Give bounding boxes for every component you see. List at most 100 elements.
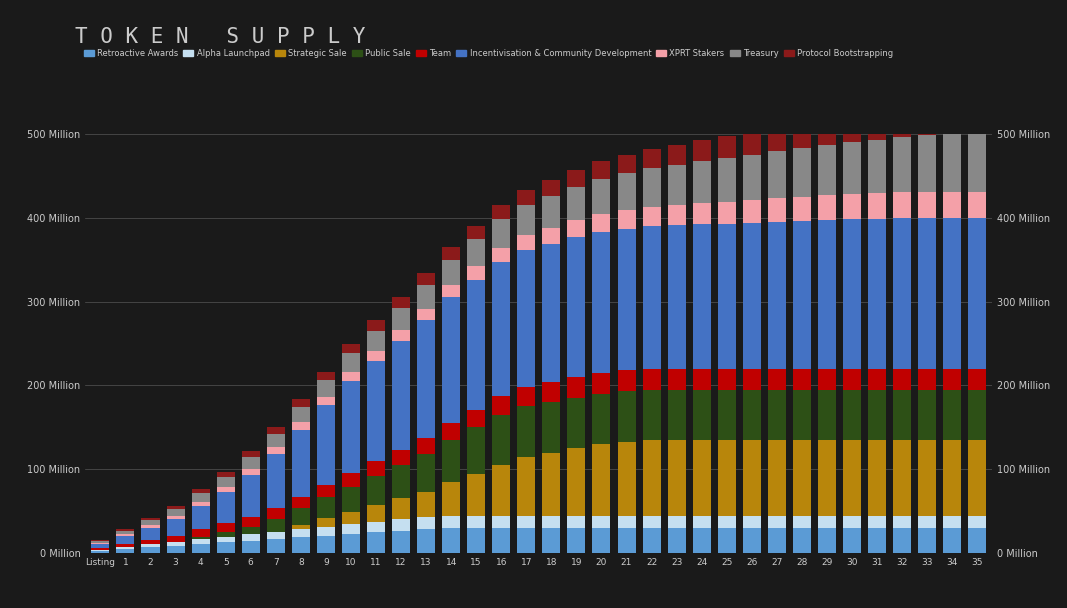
Bar (291, 407, 309, 422)
Bar (317, 519, 335, 527)
Bar (642, 149, 660, 168)
Bar (492, 396, 510, 415)
Bar (642, 528, 660, 553)
Bar (417, 517, 435, 529)
Bar (918, 218, 936, 368)
Bar (192, 493, 209, 502)
Bar (668, 225, 686, 368)
Bar (843, 194, 861, 219)
Bar (793, 390, 811, 440)
Bar (843, 528, 861, 553)
Bar (943, 218, 961, 368)
Bar (417, 529, 435, 553)
Bar (217, 523, 235, 532)
Bar (568, 170, 586, 187)
Bar (718, 390, 736, 440)
Bar (642, 440, 660, 516)
Bar (968, 218, 986, 368)
Bar (968, 134, 986, 193)
Bar (592, 394, 610, 444)
Bar (92, 544, 110, 548)
Bar (367, 361, 385, 461)
Bar (768, 128, 786, 151)
Bar (341, 486, 360, 512)
Bar (943, 528, 961, 553)
Bar (341, 524, 360, 534)
Bar (592, 516, 610, 528)
Bar (492, 465, 510, 516)
Bar (291, 508, 309, 525)
Bar (768, 368, 786, 390)
Bar (692, 162, 711, 204)
Bar (116, 545, 134, 547)
Bar (568, 449, 586, 516)
Bar (793, 440, 811, 516)
Bar (542, 196, 560, 228)
Bar (893, 440, 911, 516)
Bar (217, 532, 235, 537)
Bar (166, 536, 185, 542)
Bar (869, 114, 886, 140)
Bar (893, 528, 911, 553)
Bar (893, 390, 911, 440)
Bar (317, 371, 335, 380)
Bar (743, 200, 761, 223)
Bar (116, 531, 134, 534)
Bar (242, 534, 259, 541)
Bar (718, 136, 736, 158)
Bar (542, 528, 560, 553)
Bar (217, 542, 235, 553)
Bar (642, 207, 660, 226)
Bar (692, 224, 711, 368)
Bar (517, 190, 536, 205)
Bar (793, 148, 811, 197)
Bar (417, 492, 435, 517)
Bar (918, 390, 936, 440)
Bar (192, 489, 209, 493)
Bar (417, 320, 435, 438)
Bar (267, 427, 285, 434)
Bar (542, 244, 560, 382)
Bar (417, 274, 435, 285)
Bar (192, 537, 209, 539)
Bar (492, 205, 510, 219)
Bar (818, 145, 835, 195)
Bar (568, 516, 586, 528)
Text: T O K E N   S U P P L Y: T O K E N S U P P L Y (75, 27, 365, 47)
Bar (467, 474, 485, 516)
Bar (341, 353, 360, 371)
Bar (166, 516, 185, 519)
Bar (843, 117, 861, 142)
Bar (968, 440, 986, 516)
Bar (618, 528, 636, 553)
Bar (843, 440, 861, 516)
Bar (818, 120, 835, 145)
Bar (116, 549, 134, 553)
Bar (392, 450, 410, 465)
Bar (542, 452, 560, 516)
Bar (943, 516, 961, 528)
Bar (442, 297, 460, 423)
Bar (517, 457, 536, 516)
Bar (793, 368, 811, 390)
Bar (592, 528, 610, 553)
Bar (442, 440, 460, 482)
Bar (417, 438, 435, 454)
Bar (618, 229, 636, 370)
Bar (317, 485, 335, 497)
Bar (718, 440, 736, 516)
Bar (668, 390, 686, 440)
Bar (743, 528, 761, 553)
Bar (642, 168, 660, 207)
Bar (918, 193, 936, 218)
Bar (943, 368, 961, 390)
Bar (793, 516, 811, 528)
Bar (92, 541, 110, 543)
Bar (968, 193, 986, 218)
Bar (893, 368, 911, 390)
Bar (341, 381, 360, 473)
Bar (291, 422, 309, 429)
Bar (442, 247, 460, 260)
Bar (317, 397, 335, 405)
Bar (743, 223, 761, 368)
